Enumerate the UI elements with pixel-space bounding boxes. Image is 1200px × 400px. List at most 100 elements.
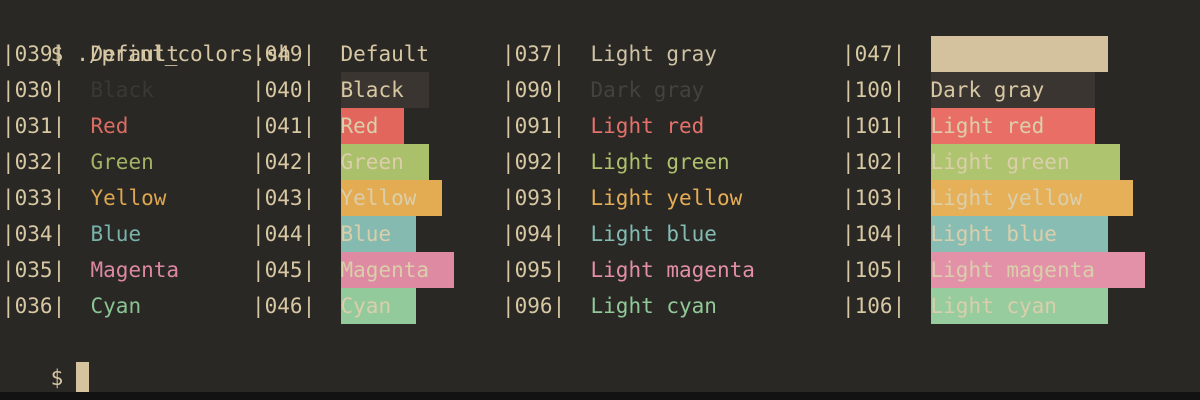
color-cell: |049| Default xyxy=(252,36,429,72)
color-cell: |033| Yellow xyxy=(2,180,166,216)
color-code-label: |101| xyxy=(842,114,931,138)
color-cell: |042| Green xyxy=(252,144,430,180)
color-code-label: |042| xyxy=(252,150,341,174)
color-name: Light gray xyxy=(590,42,717,66)
color-name: Light magenta xyxy=(590,258,755,282)
color-cell: |044| Blue xyxy=(252,216,417,252)
color-code-label: |095| xyxy=(502,258,591,282)
color-cell: |093| Light yellow xyxy=(502,180,742,216)
color-name: Light yellow xyxy=(590,186,743,210)
color-swatch: Dark gray xyxy=(930,72,1095,108)
color-code-label: |036| xyxy=(2,294,91,318)
color-code-label: |037| xyxy=(502,42,591,66)
color-code-label: |033| xyxy=(2,186,91,210)
color-cell: |105| Light magenta xyxy=(842,252,1146,288)
color-code-label: |034| xyxy=(2,222,91,246)
color-cell: |046| Cyan xyxy=(252,288,417,324)
color-swatch: Light magenta xyxy=(930,252,1146,288)
color-name: Yellow xyxy=(90,186,167,210)
color-cell: |036| Cyan xyxy=(2,288,141,324)
grid-row: |030| Black |040| Black |090| Dark gray |1… xyxy=(0,72,1200,108)
color-cell: |095| Light magenta xyxy=(502,252,755,288)
color-code-label: |106| xyxy=(842,294,931,318)
color-name: Black xyxy=(90,78,154,102)
grid-row: |032| Green |042| Green |092| Light green… xyxy=(0,144,1200,180)
color-cell: |030| Black xyxy=(2,72,154,108)
color-code-label: |102| xyxy=(842,150,931,174)
color-cell: |037| Light gray xyxy=(502,36,717,72)
color-code-label: |103| xyxy=(842,186,931,210)
color-code-label: |091| xyxy=(502,114,591,138)
color-swatch: Yellow xyxy=(340,180,442,216)
color-code-label: |040| xyxy=(252,78,341,102)
color-name: Light blue xyxy=(590,222,717,246)
color-cell: |032| Green xyxy=(2,144,154,180)
color-cell: |090| Dark gray xyxy=(502,72,704,108)
bottom-edge-bar xyxy=(0,392,1200,400)
color-name: Red xyxy=(90,114,129,138)
color-swatch: Red xyxy=(340,108,404,144)
color-cell: |034| Blue xyxy=(2,216,141,252)
color-swatch: Light red xyxy=(930,108,1095,144)
color-cell: |047| Light gray xyxy=(842,36,1108,72)
color-code-label: |035| xyxy=(2,258,91,282)
grid-row: |034| Blue |044| Blue |094| Light blue |10… xyxy=(0,216,1200,252)
color-code-label: |104| xyxy=(842,222,931,246)
color-code-label: |090| xyxy=(502,78,591,102)
color-cell: |091| Light red xyxy=(502,108,704,144)
color-name: Light red xyxy=(590,114,705,138)
color-swatch: Cyan xyxy=(340,288,417,324)
color-cell: |101| Light red xyxy=(842,108,1095,144)
color-swatch: Light cyan xyxy=(930,288,1108,324)
color-code-label: |045| xyxy=(252,258,341,282)
color-name: Dark gray xyxy=(590,78,705,102)
color-swatch: Green xyxy=(340,144,430,180)
color-name: Default xyxy=(90,42,180,66)
color-code-label: |100| xyxy=(842,78,931,102)
color-name: Magenta xyxy=(90,258,180,282)
color-code-label: |031| xyxy=(2,114,91,138)
color-name: Green xyxy=(90,150,154,174)
color-grid: |039| Default |049| Default |037| Light gr… xyxy=(0,36,1200,324)
color-cell: |103| Light yellow xyxy=(842,180,1133,216)
color-cell: |043| Yellow xyxy=(252,180,442,216)
color-code-label: |105| xyxy=(842,258,931,282)
color-code-label: |046| xyxy=(252,294,341,318)
grid-row: |036| Cyan |046| Cyan |096| Light cyan |10… xyxy=(0,288,1200,324)
color-code-label: |041| xyxy=(252,114,341,138)
color-cell: |039| Default xyxy=(2,36,179,72)
prompt-line-bottom: $ xyxy=(0,324,1200,393)
terminal-cursor xyxy=(76,362,90,393)
color-code-label: |044| xyxy=(252,222,341,246)
color-name: Light cyan xyxy=(590,294,717,318)
color-swatch: Light blue xyxy=(930,216,1108,252)
prompt-symbol: $ xyxy=(50,366,64,390)
color-cell: |104| Light blue xyxy=(842,216,1108,252)
color-cell: |102| Light green xyxy=(842,144,1121,180)
color-code-label: |093| xyxy=(502,186,591,210)
color-swatch: Black xyxy=(340,72,430,108)
color-name: Blue xyxy=(90,222,142,246)
color-code-label: |030| xyxy=(2,78,91,102)
color-code-label: |032| xyxy=(2,150,91,174)
color-swatch: Blue xyxy=(340,216,417,252)
command-text: ./print_colors.sh xyxy=(76,42,292,66)
color-code-label: |043| xyxy=(252,186,341,210)
color-cell: |041| Red xyxy=(252,108,404,144)
color-name: Cyan xyxy=(90,294,142,318)
color-name: Light green xyxy=(590,150,730,174)
prompt-symbol: $ xyxy=(50,42,64,66)
color-swatch: Light green xyxy=(930,144,1121,180)
color-cell: |092| Light green xyxy=(502,144,730,180)
prompt-line-top: $ ./print_colors.sh xyxy=(0,0,1200,66)
color-code-label: |049| xyxy=(252,42,341,66)
color-cell: |094| Light blue xyxy=(502,216,717,252)
color-cell: |045| Magenta xyxy=(252,252,455,288)
color-cell: |031| Red xyxy=(2,108,128,144)
color-cell: |096| Light cyan xyxy=(502,288,717,324)
grid-row: |033| Yellow |043| Yellow |093| Light yel… xyxy=(0,180,1200,216)
color-code-label: |094| xyxy=(502,222,591,246)
color-swatch: Light gray xyxy=(930,36,1108,72)
color-code-label: |047| xyxy=(842,42,931,66)
